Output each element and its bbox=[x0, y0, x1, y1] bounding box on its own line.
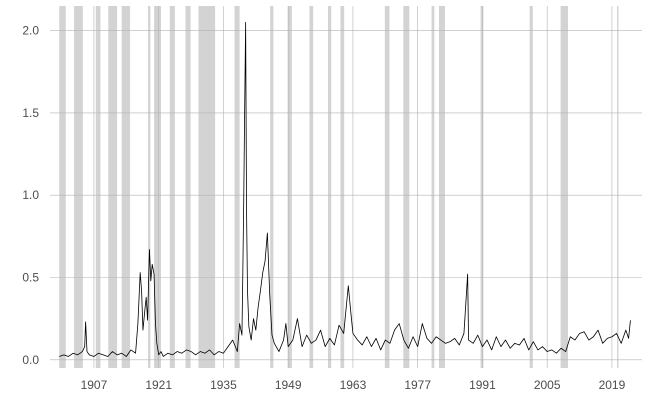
x-tick-label-6: 1991 bbox=[469, 378, 496, 392]
grid bbox=[50, 6, 642, 368]
y-tick-label-3: 1.5 bbox=[22, 106, 39, 120]
shaded-period-7 bbox=[169, 6, 175, 368]
x-tick-label-8: 2019 bbox=[599, 378, 626, 392]
shaded-period-17 bbox=[403, 6, 410, 368]
shaded-period-18 bbox=[431, 6, 435, 368]
x-tick-label-0: 1907 bbox=[81, 378, 108, 392]
shaded-period-5 bbox=[148, 6, 151, 368]
x-tick-label-4: 1963 bbox=[340, 378, 367, 392]
x-tick-label-1: 1921 bbox=[145, 378, 172, 392]
shaded-period-8 bbox=[185, 6, 191, 368]
x-tick-label-5: 1977 bbox=[404, 378, 431, 392]
shaded-period-6 bbox=[154, 6, 161, 368]
x-axis-ticks: 1907 1921 1935 1949 1963 1977 1991 2005 2019 bbox=[81, 378, 626, 392]
shaded-period-10 bbox=[234, 6, 240, 368]
shaded-period-1 bbox=[74, 6, 83, 368]
y-tick-label-4: 2.0 bbox=[22, 24, 39, 38]
shaded-period-4 bbox=[121, 6, 131, 368]
shaded-period-11 bbox=[270, 6, 274, 368]
shaded-period-20 bbox=[480, 6, 484, 368]
shaded-period-12 bbox=[287, 6, 292, 368]
series-lines bbox=[59, 22, 631, 357]
x-tick-label-2: 1935 bbox=[210, 378, 237, 392]
shaded-period-19 bbox=[438, 6, 445, 368]
shaded-period-21 bbox=[529, 6, 533, 368]
y-tick-label-2: 1.0 bbox=[22, 188, 39, 202]
x-tick-label-7: 2005 bbox=[534, 378, 561, 392]
series-line-0 bbox=[59, 22, 631, 357]
shaded-period-14 bbox=[327, 6, 332, 368]
shaded-period-23 bbox=[617, 6, 619, 368]
y-tick-label-0: 0.0 bbox=[22, 353, 39, 367]
shaded-period-2 bbox=[95, 6, 101, 368]
shaded-periods bbox=[59, 6, 619, 368]
shaded-period-13 bbox=[309, 6, 314, 368]
shaded-period-3 bbox=[108, 6, 118, 368]
shaded-period-15 bbox=[340, 6, 345, 368]
y-tick-label-1: 0.5 bbox=[22, 271, 39, 285]
x-tick-label-3: 1949 bbox=[275, 378, 302, 392]
y-axis-ticks: 0.0 0.5 1.0 1.5 2.0 bbox=[22, 24, 39, 367]
shaded-period-22 bbox=[560, 6, 568, 368]
shaded-period-9 bbox=[198, 6, 216, 368]
shaded-period-16 bbox=[384, 6, 390, 368]
shaded-period-0 bbox=[59, 6, 66, 368]
